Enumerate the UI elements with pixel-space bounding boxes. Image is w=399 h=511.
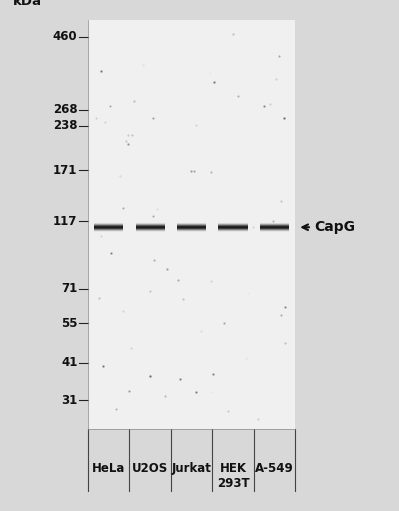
Text: 238: 238 (53, 119, 77, 132)
Text: 55: 55 (61, 316, 77, 330)
Text: 171: 171 (53, 164, 77, 177)
Text: 268: 268 (53, 103, 77, 116)
Text: HeLa: HeLa (92, 462, 125, 475)
Text: CapG: CapG (314, 220, 355, 234)
Text: Jurkat: Jurkat (172, 462, 211, 475)
Text: 460: 460 (53, 31, 77, 43)
Text: U2OS: U2OS (132, 462, 168, 475)
Text: 117: 117 (53, 215, 77, 228)
Text: 41: 41 (61, 356, 77, 369)
Text: 71: 71 (61, 282, 77, 295)
Text: HEK
293T: HEK 293T (217, 462, 249, 490)
Text: A-549: A-549 (255, 462, 294, 475)
Text: 31: 31 (61, 394, 77, 407)
Text: kDa: kDa (13, 0, 42, 8)
